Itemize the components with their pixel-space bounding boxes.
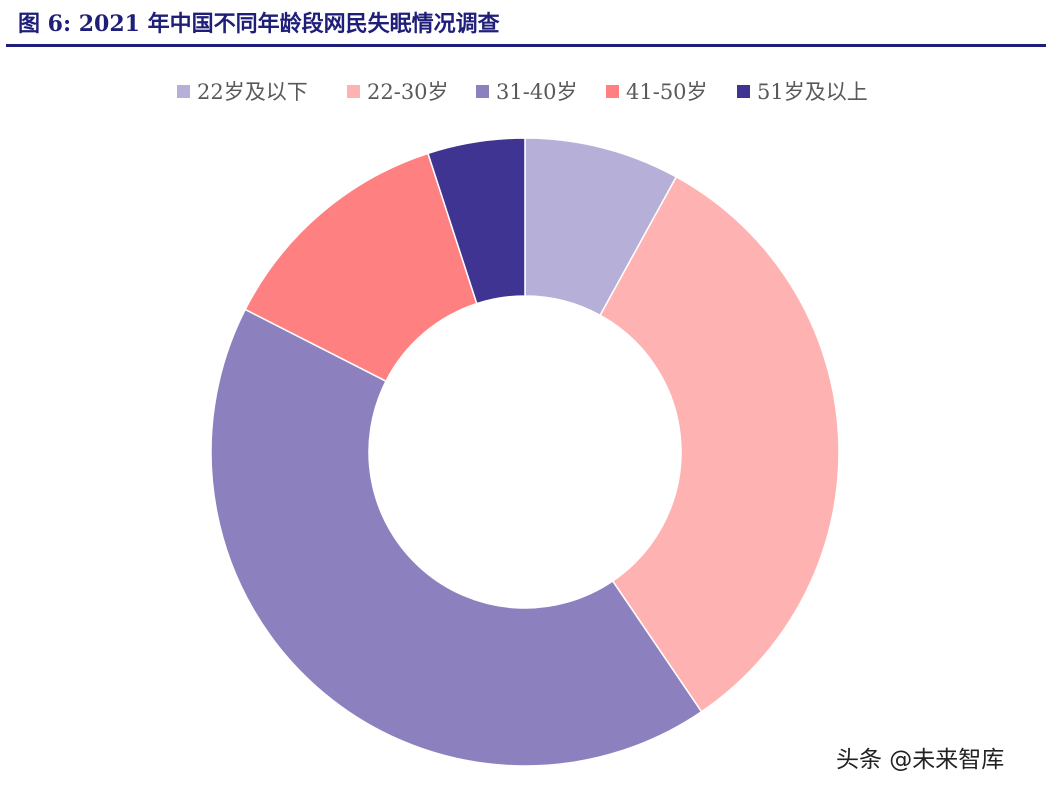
donut-slices [210,137,840,767]
legend-swatch-2 [347,85,360,98]
legend-label-1: 22岁及以下 [197,80,308,104]
legend-label-5: 51岁及以上 [757,80,868,104]
chart-legend: 22岁及以下 22-30岁 31-40岁 41-50岁 51岁及以上 [177,80,868,104]
legend-swatch-4 [606,85,619,98]
figure-title: 图 6: 2021 年中国不同年龄段网民失眠情况调查 [18,11,500,37]
legend-swatch-3 [476,85,489,98]
legend-swatch-1 [177,85,190,98]
legend-label-3: 31-40岁 [496,80,578,104]
legend-label-2: 22-30岁 [367,80,449,104]
legend-swatch-5 [737,85,750,98]
donut-slice-3 [210,308,703,767]
donut-slice-2 [599,175,840,713]
legend-label-4: 41-50岁 [626,80,708,104]
donut-slice-4 [244,152,478,383]
watermark: 头条 @未来智库 [836,747,1005,773]
title-divider [6,44,1046,47]
donut-slice-5 [427,137,526,305]
